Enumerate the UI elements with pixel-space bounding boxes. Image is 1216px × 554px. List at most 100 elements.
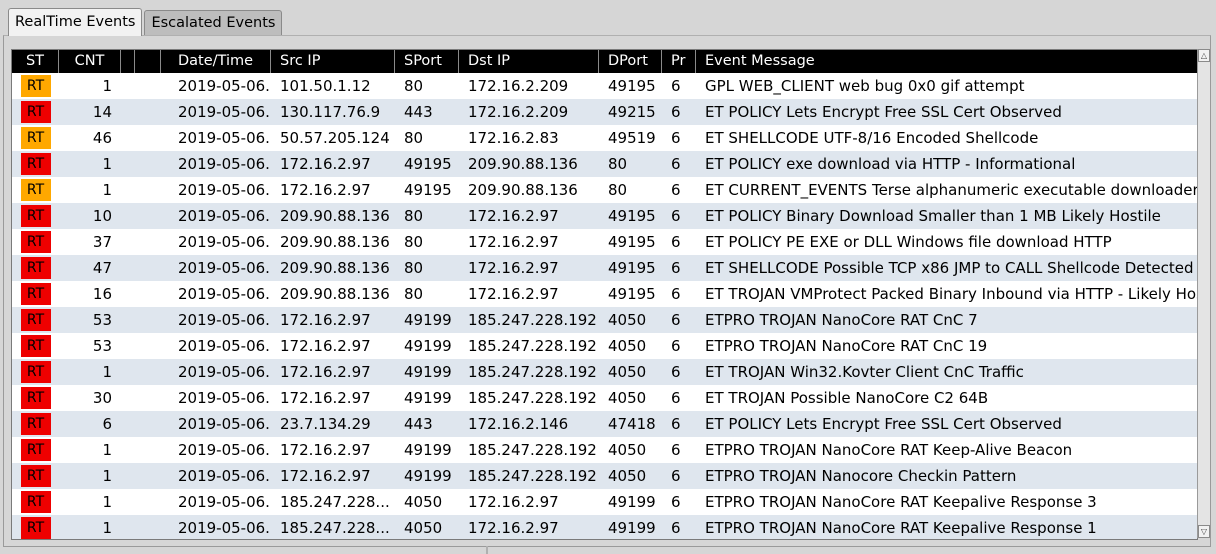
event-message-cell: ETPRO TROJAN NanoCore RAT Keep-Alive Bea… [705,441,1073,459]
dst-ip-cell: 172.16.2.146 [468,415,569,433]
table-row[interactable]: RT 6 2019-05-06... 23.7.134.29 443 172.16.2.1… [12,411,1197,437]
tab-realtime-events[interactable]: RealTime Events [8,8,143,36]
status-badge: RT [20,179,51,201]
count-cell: 37 [92,233,112,251]
event-message-cell: ET TROJAN Possible NanoCore C2 64B [705,389,989,407]
empty-cell [135,73,161,99]
dport-cell: 49195 [608,259,656,277]
empty-cell [121,73,135,99]
table-row[interactable]: RT 30 2019-05-06... 172.16.2.97 49199 185.247… [12,385,1197,411]
table-row[interactable]: RT 16 2019-05-06... 209.90.88.136 80 172.16.2… [12,281,1197,307]
column-header-cnt[interactable]: CNT [59,50,121,73]
table-row[interactable]: RT 53 2019-05-06... 172.16.2.97 49199 185.247… [12,333,1197,359]
datetime-cell: 2019-05-06... [178,311,271,329]
table-row[interactable]: RT 10 2019-05-06... 209.90.88.136 80 172.16.2… [12,203,1197,229]
empty-cell [121,203,135,229]
dst-ip-cell: 172.16.2.209 [468,77,569,95]
column-header-src-ip[interactable]: Src IP [271,50,395,73]
empty-cell [121,385,135,411]
table-row[interactable]: RT 1 2019-05-06... 185.247.228... 4050 172.16… [12,489,1197,515]
dst-ip-cell: 172.16.2.209 [468,103,569,121]
event-message-cell: ET CURRENT_EVENTS Terse alphanumeric exe… [705,181,1197,199]
column-header-sport[interactable]: SPort [395,50,459,73]
status-cell: RT [12,489,59,515]
column-header-dst-ip[interactable]: Dst IP [459,50,599,73]
empty-cell [121,229,135,255]
triangle-up-icon[interactable]: △ [1198,49,1210,62]
count-cell: 53 [92,311,112,329]
datetime-cell: 2019-05-06... [178,155,271,173]
status-cell: RT [12,73,59,99]
datetime-cell: 2019-05-06... [178,207,271,225]
table-row[interactable]: RT 1 2019-05-06... 172.16.2.97 49195 209.90.8… [12,151,1197,177]
sport-cell: 443 [404,103,433,121]
column-header-st[interactable]: ST [12,50,59,73]
table-row[interactable]: RT 1 2019-05-06... 101.50.1.12 80 172.16.2.20… [12,73,1197,99]
table-row[interactable]: RT 53 2019-05-06... 172.16.2.97 49199 185.247… [12,307,1197,333]
event-message-cell: ET POLICY exe download via HTTP - Inform… [705,155,1076,173]
sport-cell: 80 [404,129,424,147]
event-message-cell: ET SHELLCODE UTF-8/16 Encoded Shellcode [705,129,1039,147]
table-row[interactable]: RT 1 2019-05-06... 172.16.2.97 49199 185.247.… [12,359,1197,385]
vertical-scrollbar[interactable]: △ ▽ [1197,49,1210,538]
table-row[interactable]: RT 46 2019-05-06... 50.57.205.124 80 172.16.2… [12,125,1197,151]
count-cell: 16 [92,285,112,303]
table-row[interactable]: RT 1 2019-05-06... 172.16.2.97 49199 185.247.… [12,463,1197,489]
empty-cell [135,489,161,515]
dport-cell: 80 [608,155,628,173]
dst-ip-cell: 185.247.228.192 [468,311,597,329]
empty-cell [135,333,161,359]
table-row[interactable]: RT 1 2019-05-06... 185.247.228... 4050 172.16… [12,515,1197,539]
splitter-handle[interactable] [486,546,488,554]
column-header-extra2[interactable] [135,50,161,73]
status-cell: RT [12,437,59,463]
empty-cell [135,307,161,333]
triangle-down-icon[interactable]: ▽ [1198,525,1210,538]
status-badge: RT [20,283,51,305]
column-header-dport[interactable]: DPort [599,50,662,73]
sport-cell: 49199 [404,389,452,407]
event-message-cell: ETPRO TROJAN Nanocore Checkin Pattern [705,467,1017,485]
dst-ip-cell: 172.16.2.97 [468,493,559,511]
column-header-event-message[interactable]: Event Message [705,53,815,69]
sport-cell: 80 [404,77,424,95]
count-cell: 6 [102,415,112,433]
dport-cell: 49195 [608,207,656,225]
tab-escalated-events[interactable]: Escalated Events [144,10,283,36]
src-ip-cell: 172.16.2.97 [280,389,371,407]
table-row[interactable]: RT 14 2019-05-06... 130.117.76.9 443 172.16.2… [12,99,1197,125]
protocol-cell: 6 [671,467,681,485]
protocol-cell: 6 [671,337,681,355]
count-cell: 53 [92,337,112,355]
status-badge: RT [20,205,51,227]
table-row[interactable]: RT 1 2019-05-06... 172.16.2.97 49195 209.90.8… [12,177,1197,203]
src-ip-cell: 23.7.134.29 [280,415,371,433]
column-header-datetime[interactable]: Date/Time [161,50,271,73]
empty-cell [121,307,135,333]
status-badge: RT [20,465,51,487]
status-badge: RT [20,335,51,357]
src-ip-cell: 101.50.1.12 [280,77,371,95]
table-row[interactable]: RT 1 2019-05-06... 172.16.2.97 49199 185.247.… [12,437,1197,463]
table-row[interactable]: RT 47 2019-05-06... 209.90.88.136 80 172.16.2… [12,255,1197,281]
src-ip-cell: 172.16.2.97 [280,311,371,329]
empty-cell [135,255,161,281]
status-cell: RT [12,515,59,539]
src-ip-cell: 209.90.88.136 [280,233,390,251]
sport-cell: 80 [404,259,424,277]
column-header-extra1[interactable] [121,50,135,73]
sport-cell: 49195 [404,181,452,199]
table-row[interactable]: RT 37 2019-05-06... 209.90.88.136 80 172.16.2… [12,229,1197,255]
column-header-pr[interactable]: Pr [662,50,696,73]
datetime-cell: 2019-05-06... [178,129,271,147]
status-cell: RT [12,229,59,255]
empty-cell [121,515,135,539]
src-ip-cell: 209.90.88.136 [280,285,390,303]
src-ip-cell: 130.117.76.9 [280,103,381,121]
status-cell: RT [12,203,59,229]
src-ip-cell: 172.16.2.97 [280,337,371,355]
count-cell: 10 [92,207,112,225]
datetime-cell: 2019-05-06... [178,363,271,381]
dport-cell: 49195 [608,285,656,303]
empty-cell [135,359,161,385]
